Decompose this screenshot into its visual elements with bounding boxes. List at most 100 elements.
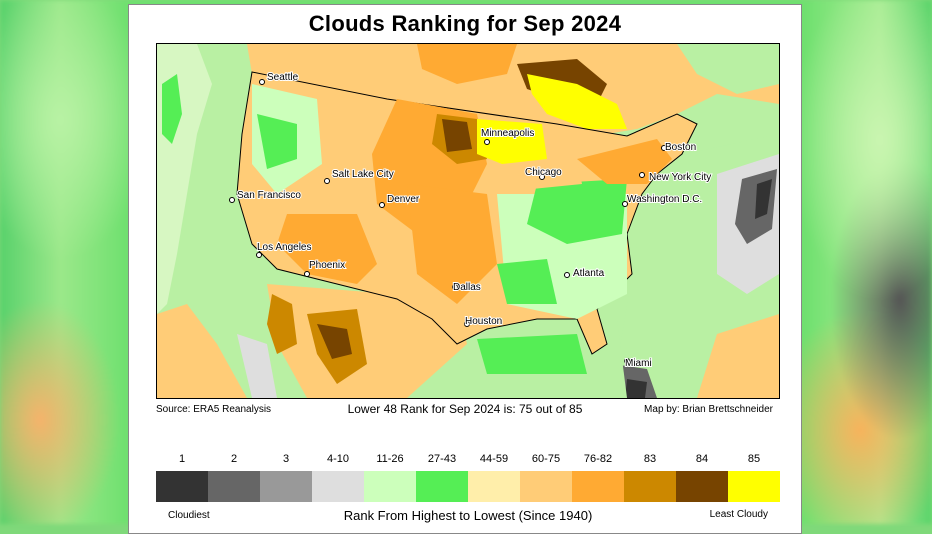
legend-swatch [572, 471, 624, 502]
city-minneapolis: Minneapolis [480, 127, 535, 145]
mexico-brown-region [317, 324, 352, 359]
city-miami: Miami [624, 357, 653, 370]
city-marker [639, 172, 645, 178]
city-marker [624, 358, 630, 364]
city-marker [464, 321, 470, 327]
city-washington-dc: Washington D.C. [622, 193, 703, 207]
city-label: Minneapolis [481, 128, 534, 139]
city-boston: Boston [661, 141, 697, 154]
city-label: Boston [665, 142, 696, 153]
city-seattle: Seattle [259, 71, 300, 85]
legend-label: 1 [178, 453, 186, 465]
legend-swatch [208, 471, 260, 502]
city-houston: Houston [464, 315, 503, 328]
city-label: Seattle [267, 72, 299, 83]
legend-footer: Cloudiest Rank From Highest to Lowest (S… [156, 502, 780, 523]
city-san-francisco: San Francisco [229, 189, 302, 203]
legend-swatch [312, 471, 364, 502]
ohio-valley-green-region [527, 179, 627, 244]
dakota-brown-region [442, 119, 472, 152]
city-marker [484, 139, 490, 145]
legend-label: 4-10 [326, 453, 350, 465]
legend-swatch [728, 471, 780, 502]
gray-patch-pacific [237, 334, 277, 398]
city-label: Dallas [453, 282, 481, 293]
legend-label: 76-82 [583, 453, 613, 465]
legend-label: 85 [747, 453, 761, 465]
figure-title: Clouds Ranking for Sep 2024 [308, 11, 622, 36]
southern-plains-region [407, 184, 497, 304]
city-marker [539, 174, 545, 180]
city-marker [256, 252, 262, 258]
city-marker [452, 284, 458, 290]
legend-axis-title: Rank From Highest to Lowest (Since 1940) [343, 508, 593, 523]
gulf-coast-green-region [497, 259, 557, 304]
city-dallas: Dallas [452, 281, 482, 294]
legend-label: 11-26 [376, 453, 404, 465]
legend-swatch [364, 471, 416, 502]
city-label: Salt Lake City [332, 169, 394, 180]
legend-label: 60-75 [531, 453, 561, 465]
ranking-map-svg: Seattle San Francisco Los Angeles Phoeni… [157, 44, 779, 398]
ranking-map: Seattle San Francisco Los Angeles Phoeni… [156, 43, 780, 399]
pacific-south-region [157, 304, 247, 398]
city-label: Denver [387, 194, 420, 205]
legend-high-end-label: Least Cloudy [709, 509, 768, 520]
canada-orange-region [417, 44, 517, 84]
southwest-orange-region [277, 214, 377, 284]
city-label: Washington D.C. [627, 194, 702, 205]
city-label: San Francisco [237, 190, 301, 201]
gulf-darkest-region [625, 379, 647, 398]
city-marker [622, 201, 628, 207]
city-denver: Denver [379, 193, 421, 208]
map-credit: Map by: Brian Brettschneider [644, 404, 773, 415]
city-phoenix: Phoenix [304, 259, 346, 277]
atlantic-south-region [697, 314, 779, 398]
color-legend: 1 2 3 4-10 11-26 27-43 44-59 60-75 76-82… [156, 453, 780, 523]
pacific-green-region [162, 74, 182, 144]
legend-label: 2 [230, 453, 238, 465]
city-marker [324, 178, 330, 184]
legend-swatch [416, 471, 468, 502]
legend-label: 3 [282, 453, 290, 465]
mexico-region [267, 284, 467, 398]
canada-region [247, 44, 779, 134]
legend-label: 83 [643, 453, 657, 465]
city-marker [229, 197, 235, 203]
legend-label: 27-43 [427, 453, 457, 465]
northeast-orange-region [577, 139, 672, 184]
city-marker [564, 272, 570, 278]
city-salt-lake-city: Salt Lake City [324, 168, 395, 184]
canada-green-region [677, 44, 779, 94]
northwest-bright-green-region [257, 114, 297, 169]
city-marker [661, 145, 667, 151]
city-chicago: Chicago [524, 166, 563, 180]
legend-labels: 1 2 3 4-10 11-26 27-43 44-59 60-75 76-82… [156, 453, 780, 469]
legend-swatch [156, 471, 208, 502]
legend-label: 84 [695, 453, 709, 465]
legend-swatch [260, 471, 312, 502]
city-new-york-city: New York City [639, 171, 712, 184]
rank-summary: Lower 48 Rank for Sep 2024 is: 75 out of… [347, 402, 583, 416]
minnesota-yellow-region [477, 119, 547, 164]
baja-region [267, 294, 297, 354]
city-label: Miami [625, 358, 652, 369]
legend-swatch [676, 471, 728, 502]
city-label: Chicago [525, 167, 562, 178]
map-figure-panel: Clouds Ranking for Sep 2024 [128, 4, 802, 534]
legend-color-bar [156, 471, 780, 502]
legend-low-end-label: Cloudiest [168, 510, 210, 521]
gulf-green-region [477, 334, 587, 374]
city-label: New York City [649, 172, 711, 183]
data-source: Source: ERA5 Reanalysis [156, 404, 272, 415]
city-label: Atlanta [573, 268, 605, 279]
legend-label: 44-59 [479, 453, 509, 465]
legend-swatch [468, 471, 520, 502]
city-marker [379, 202, 385, 208]
city-atlanta: Atlanta [564, 267, 606, 280]
legend-swatch [624, 471, 676, 502]
legend-swatch [520, 471, 572, 502]
city-los-angeles: Los Angeles [256, 241, 313, 258]
great-lakes-region [517, 159, 582, 189]
city-label: Houston [465, 316, 502, 327]
